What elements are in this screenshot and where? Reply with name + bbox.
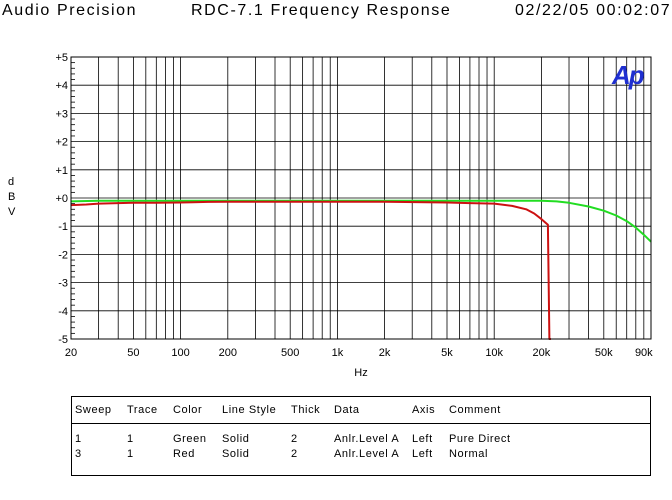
legend-header-row: Sweep Trace Color Line Style Thick Data … [72,404,650,418]
legend-cell-sweep: 1 [75,433,82,445]
legend-cell-axis: Left [412,433,433,445]
y-tick-label: -2 [58,249,68,261]
legend-row: 1 1 Green Solid 2 Anlr.Level A Left Pure… [72,433,650,447]
legend-cell-thick: 2 [291,448,298,460]
legend-row: 3 1 Red Solid 2 Anlr.Level A Left Normal [72,448,650,462]
y-tick-label: -4 [58,306,68,318]
legend-header-axis: Axis [412,404,436,416]
x-axis-label: Hz [354,367,367,379]
legend-header-thick: Thick [291,404,321,416]
x-tick-label: 20 [65,347,77,359]
legend-header-sweep: Sweep [75,404,112,416]
y-tick-label: +4 [55,80,68,92]
y-tick-label: +1 [55,165,68,177]
legend-table: Sweep Trace Color Line Style Thick Data … [71,396,651,476]
y-axis-label-line: B [8,191,15,203]
ap-logo: Ap [611,60,645,90]
legend-cell-color: Red [173,448,195,460]
y-axis-label-line: d [8,176,14,188]
legend-cell-thick: 2 [291,433,298,445]
legend-cell-comment: Normal [449,448,489,460]
x-tick-label: 20k [533,347,551,359]
legend-cell-data: Anlr.Level A [334,448,400,460]
legend-cell-line-style: Solid [222,448,250,460]
x-tick-label: 100 [171,347,189,359]
x-tick-label: 500 [281,347,299,359]
y-axis-label-line: V [8,206,16,218]
legend-header-data: Data [334,404,360,416]
legend-header-comment: Comment [449,404,501,416]
y-tick-label: +5 [55,52,68,64]
y-tick-label: -1 [58,221,68,233]
header-timestamp: 02/22/05 00:02:07 [515,2,672,19]
legend-header-line-style: Line Style [222,404,277,416]
y-tick-label: +2 [55,137,68,149]
legend-cell-comment: Pure Direct [449,433,511,445]
frequency-response-chart: +5 +4 +3 +2 +1 +0 -1 -2 -3 -4 -520 50 100 200 500 1k 2k 5… [8,52,653,379]
legend-header-color: Color [173,404,203,416]
header-left: Audio Precision [2,2,138,19]
series-layer [70,199,652,340]
y-tick-label: -3 [58,278,68,290]
series-line-normal [70,200,551,340]
x-tick-label: 2k [379,347,391,359]
legend-header-trace: Trace [127,404,158,416]
x-tick-label: 50k [595,347,613,359]
y-tick-label: +3 [55,108,68,120]
series-line-pure-direct [70,199,652,243]
y-axis-label: d B V [8,176,16,218]
legend-cell-color: Green [173,433,207,445]
legend-cell-sweep: 3 [75,448,82,460]
x-tick-label: 90k [635,347,653,359]
legend-divider [72,423,650,424]
x-tick-label: 5k [441,347,453,359]
plot-frame [70,56,652,340]
legend-cell-trace: 1 [127,448,134,460]
x-tick-label: 200 [219,347,237,359]
x-tick-label: 10k [485,347,503,359]
legend-cell-trace: 1 [127,433,134,445]
legend-cell-line-style: Solid [222,433,250,445]
tick-labels: +5 +4 +3 +2 +1 +0 -1 -2 -3 -4 -520 50 100 200 500 1k 2k 5… [55,52,653,359]
y-tick-label: -5 [58,334,68,346]
x-tick-label: 1k [332,347,344,359]
y-tick-label: +0 [55,193,68,205]
x-tick-label: 50 [127,347,139,359]
header-title: RDC-7.1 Frequency Response [191,2,452,19]
legend-cell-data: Anlr.Level A [334,433,400,445]
grid [71,56,651,340]
legend-cell-axis: Left [412,448,433,460]
